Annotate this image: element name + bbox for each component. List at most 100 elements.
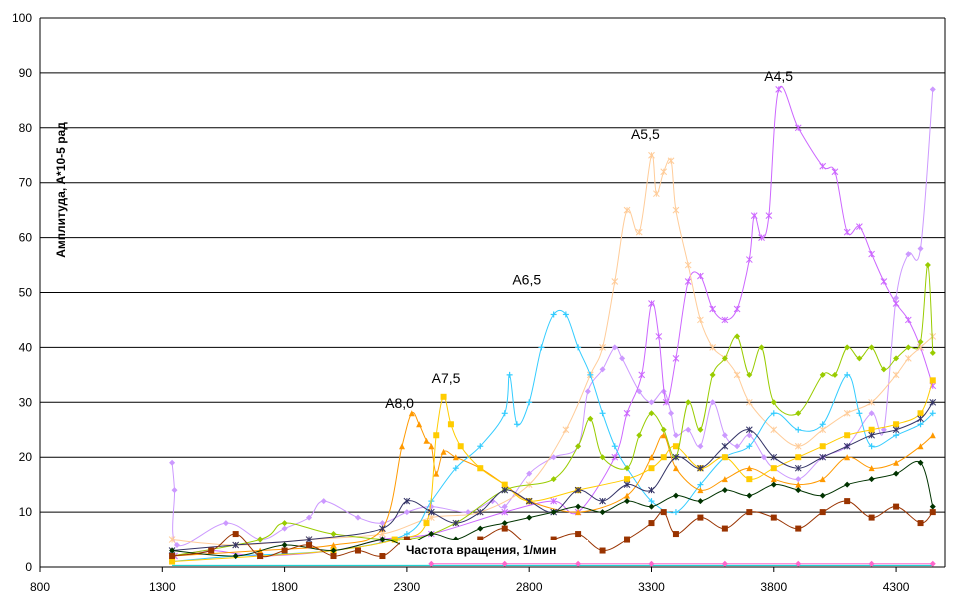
data-point bbox=[501, 560, 508, 567]
data-point bbox=[168, 536, 176, 543]
data-point bbox=[173, 542, 180, 549]
data-point bbox=[477, 536, 484, 543]
series-line bbox=[172, 154, 934, 546]
data-point bbox=[599, 509, 606, 516]
data-point bbox=[917, 338, 924, 345]
data-point bbox=[746, 476, 753, 483]
data-point bbox=[281, 542, 288, 549]
data-point bbox=[929, 560, 936, 567]
data-point bbox=[257, 536, 264, 543]
data-point bbox=[427, 514, 435, 521]
annotation-label: А5,5 bbox=[631, 126, 660, 142]
data-point bbox=[868, 398, 875, 406]
data-point bbox=[599, 410, 606, 417]
data-point bbox=[575, 503, 582, 510]
y-tick-label: 10 bbox=[19, 505, 33, 519]
data-point bbox=[868, 250, 875, 258]
data-point bbox=[636, 432, 643, 439]
data-point bbox=[795, 481, 802, 488]
series-line bbox=[174, 85, 934, 557]
data-point bbox=[904, 355, 912, 362]
data-point bbox=[893, 459, 900, 466]
data-point bbox=[428, 443, 435, 450]
annotation-label: А4,5 bbox=[764, 68, 793, 84]
data-point bbox=[648, 520, 655, 527]
data-point bbox=[929, 410, 936, 417]
data-point bbox=[721, 432, 728, 439]
data-point bbox=[917, 421, 924, 428]
data-point bbox=[672, 492, 679, 499]
x-axis-label-bg bbox=[400, 540, 588, 558]
data-point bbox=[624, 498, 631, 505]
data-point bbox=[856, 223, 863, 230]
data-point bbox=[624, 492, 631, 499]
y-tick-label: 90 bbox=[19, 66, 33, 80]
data-point bbox=[794, 124, 802, 132]
data-point bbox=[819, 443, 826, 450]
data-point bbox=[428, 531, 435, 538]
annotation-label: А7,5 bbox=[432, 370, 461, 386]
data-point bbox=[562, 426, 570, 434]
x-tick-label: 3800 bbox=[760, 580, 787, 594]
data-point bbox=[648, 503, 655, 510]
series-line bbox=[172, 380, 934, 563]
data-point bbox=[795, 410, 802, 417]
data-point bbox=[611, 278, 619, 285]
data-point bbox=[843, 442, 851, 450]
data-point bbox=[599, 366, 606, 373]
data-point bbox=[844, 344, 851, 351]
data-point bbox=[171, 487, 178, 494]
data-point bbox=[648, 560, 655, 567]
data-point bbox=[232, 553, 239, 560]
data-point bbox=[668, 410, 675, 417]
series-11 bbox=[428, 560, 936, 567]
data-point bbox=[660, 509, 667, 516]
data-point bbox=[697, 316, 704, 324]
data-point bbox=[489, 498, 496, 505]
data-point bbox=[892, 426, 900, 434]
data-point bbox=[379, 553, 386, 560]
data-point bbox=[452, 465, 459, 472]
data-point bbox=[795, 476, 802, 483]
data-point bbox=[648, 486, 655, 494]
data-point bbox=[929, 86, 936, 93]
data-point bbox=[428, 560, 435, 567]
data-point bbox=[819, 453, 827, 461]
data-point bbox=[795, 525, 802, 532]
y-tick-label: 20 bbox=[19, 450, 33, 464]
data-point bbox=[550, 311, 557, 318]
data-point bbox=[709, 399, 716, 406]
data-point bbox=[501, 508, 509, 516]
data-point bbox=[306, 542, 313, 549]
data-point bbox=[721, 487, 728, 494]
data-point bbox=[538, 344, 545, 351]
data-point bbox=[893, 355, 900, 362]
data-point bbox=[624, 465, 631, 472]
data-point bbox=[208, 547, 215, 554]
data-point bbox=[403, 509, 410, 516]
data-point bbox=[819, 476, 826, 483]
data-point bbox=[868, 465, 875, 472]
data-point bbox=[423, 437, 430, 444]
y-tick-label: 0 bbox=[25, 560, 32, 574]
data-point bbox=[660, 426, 667, 433]
data-point bbox=[868, 431, 875, 439]
data-point bbox=[745, 398, 753, 406]
data-point bbox=[635, 228, 643, 236]
data-point bbox=[794, 442, 802, 450]
data-point bbox=[330, 547, 337, 554]
series-line bbox=[171, 264, 934, 557]
data-point bbox=[905, 251, 912, 258]
data-point bbox=[697, 481, 704, 488]
data-point bbox=[770, 514, 777, 521]
data-point bbox=[330, 531, 337, 538]
data-point bbox=[447, 421, 454, 428]
series-9 bbox=[169, 498, 936, 560]
data-point bbox=[746, 371, 753, 378]
data-point bbox=[672, 432, 679, 439]
series-0 bbox=[169, 86, 936, 549]
data-point bbox=[844, 481, 851, 488]
data-point bbox=[856, 410, 863, 417]
data-point bbox=[440, 448, 447, 455]
